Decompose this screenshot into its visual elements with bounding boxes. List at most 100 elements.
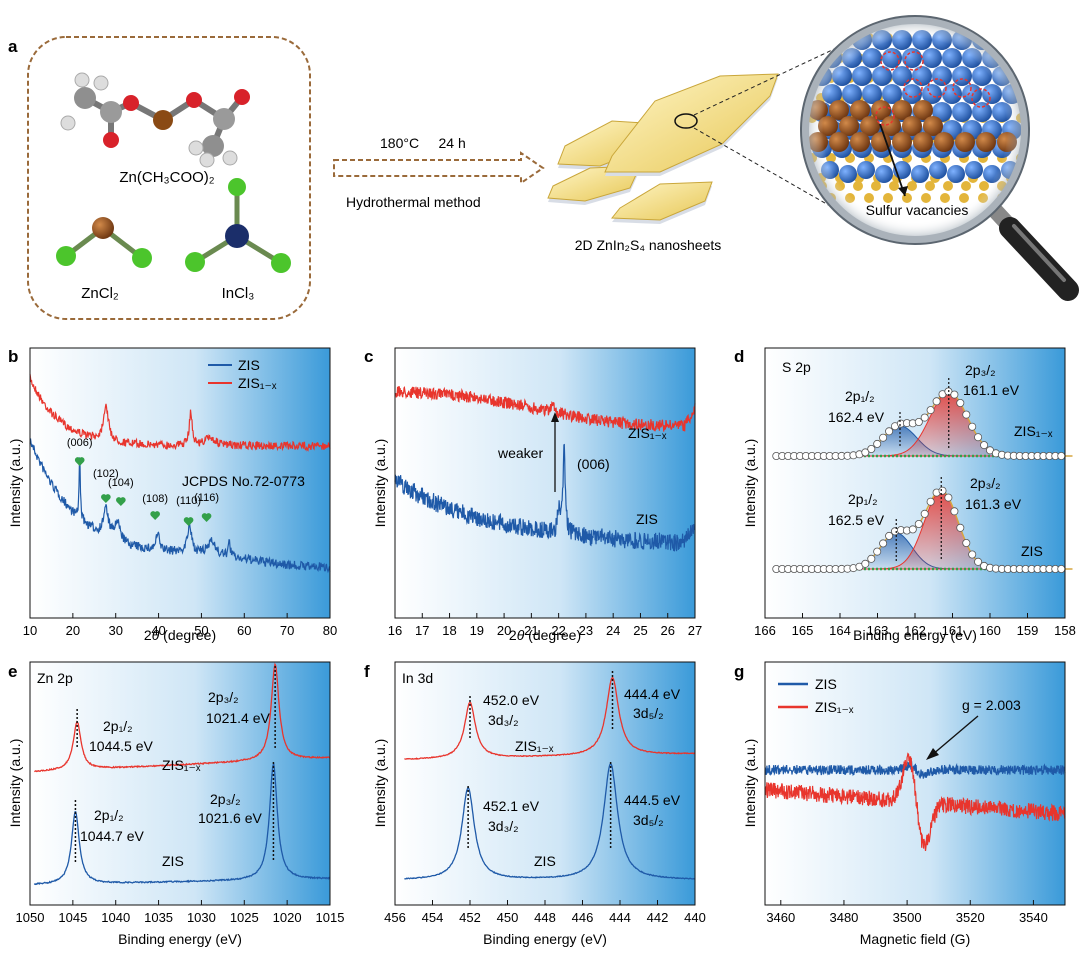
zis-epr-line (764, 759, 1066, 779)
panel-e-top-p32: 2p₃/₂ (208, 689, 239, 705)
zis1x-epr-line (764, 752, 1066, 851)
tick-label: 19 (470, 623, 484, 638)
panel-f-xlabel: Binding energy (eV) (483, 931, 607, 947)
s2p-data-point (873, 547, 882, 556)
conditions-label: 180°C 24 h (380, 135, 466, 151)
panel-f-top-b-ev: 444.4 eV (624, 686, 681, 702)
vacancy-arrow (879, 123, 906, 197)
panel-b-letter: b (8, 347, 18, 366)
tick-label: 18 (442, 623, 456, 638)
panel-e-bot-label: ZIS (162, 853, 184, 869)
tick-label: 162 (904, 623, 926, 638)
panel-c-peak-label: (006) (577, 456, 610, 472)
panel-f-title: In 3d (402, 670, 433, 686)
panel-e-ticks: 1050 1045 1040 1035 1030 1025 1020 1015 (16, 900, 345, 925)
tick-label: 1020 (273, 910, 302, 925)
panel-e-bot-p32: 2p₃/₂ (210, 791, 241, 807)
panel-e-top-p12-ev: 1044.5 eV (89, 738, 153, 754)
panel-e-top-p12: 2p₁/₂ (103, 718, 133, 734)
panel-f-bot-a-orb: 3d₃/₂ (488, 818, 519, 834)
s2p-data-point (980, 441, 989, 450)
tick-label: 3540 (1019, 910, 1048, 925)
panel-c-zis1x-label: ZIS₁₋ₓ (628, 425, 667, 441)
tick-label: 160 (979, 623, 1001, 638)
zis1x-xrd-zoom-line (394, 386, 696, 432)
panel-e-bot-p12: 2p₁/₂ (94, 807, 124, 823)
indium-atom (812, 30, 832, 50)
tick-label: 1015 (316, 910, 345, 925)
panel-c-ticks: 16 17 18 19 20 21 22 23 24 25 26 27 (388, 613, 702, 638)
tick-label: 30 (108, 623, 122, 638)
peak-marker (150, 511, 160, 520)
tick-label: 1030 (187, 910, 216, 925)
tick-label: 1050 (16, 910, 45, 925)
panel-d-bot-p12: 2p₁/₂ (848, 491, 878, 507)
peak-marker (201, 513, 212, 522)
peak-index-label: (006) (67, 437, 93, 449)
tick-label: 161 (942, 623, 964, 638)
tick-label: 60 (237, 623, 251, 638)
panel-d-curves (772, 378, 1073, 574)
panel-f-plot (395, 662, 695, 905)
panel-f-bot-b-ev: 444.5 eV (624, 792, 681, 808)
s2p-data-point (914, 417, 923, 426)
s2p-data-point (1057, 565, 1066, 574)
tick-label: 3520 (956, 910, 985, 925)
tick-label: 16 (388, 623, 402, 638)
s2p-data-point (908, 525, 917, 534)
panel-f-bot-a-ev: 452.1 eV (483, 798, 540, 814)
panel-d-top-label: ZIS₁₋ₓ (1014, 423, 1053, 439)
tick-label: 442 (647, 910, 669, 925)
s2p-data-point (938, 486, 947, 495)
legend-zis1x: ZIS₁₋ₓ (238, 375, 277, 391)
panel-e-bot-p12-ev: 1044.7 eV (80, 828, 144, 844)
panel-f-peak-markers (467, 671, 614, 850)
s2p-data-point (950, 507, 959, 516)
tick-label: 40 (151, 623, 165, 638)
panel-f-letter: f (364, 662, 370, 681)
tick-label: 440 (684, 910, 706, 925)
product-label: 2D ZnIn₂S₄ nanosheets (575, 237, 722, 253)
sulfur-atom (1025, 173, 1035, 183)
panel-g-xlabel: Magnetic field (G) (860, 931, 970, 947)
peak-marker (74, 457, 85, 466)
panel-f-bot-label: ZIS (534, 853, 556, 869)
s2p-data-point (885, 531, 894, 540)
panel-g-letter: g (734, 662, 744, 681)
panel-e-frame (29, 661, 331, 906)
s2p-data-point (962, 410, 971, 419)
panel-d-top-p32-ev: 161.1 eV (963, 382, 1020, 398)
zncl2-molecule (56, 217, 152, 268)
panel-d-bot-label: ZIS (1021, 543, 1043, 559)
panel-f: f 456 454 452 450 448 446 444 442 440 In 3d 452.… (364, 661, 706, 947)
panel-f-bot-b-orb: 3d₅/₂ (633, 812, 664, 828)
panel-d-plot (765, 348, 1065, 618)
magnifier-lens (800, 15, 1035, 245)
panel-b: b 10 20 30 40 50 60 70 80 ZIS ZIS₁₋ₓ JCPDS No.7… (7, 347, 337, 643)
s2p-data-point (914, 520, 923, 529)
legend-g-zis1x: ZIS₁₋ₓ (815, 699, 854, 715)
s2p-data-point (974, 557, 983, 566)
panel-d-top-p12: 2p₁/₂ (845, 388, 875, 404)
panel-d-title: S 2p (782, 359, 811, 375)
tick-label: 10 (23, 623, 37, 638)
panel-g-ylabel: Intensity (a.u.) (742, 739, 758, 828)
s2p-data-point (926, 406, 935, 415)
s2p-data-point (1057, 451, 1066, 460)
weaker-label: weaker (497, 445, 543, 461)
jcpds-label: JCPDS No.72-0773 (182, 473, 305, 489)
panel-d-bot-p32-ev: 161.3 eV (965, 496, 1022, 512)
panel-b-xlabel: 2θ (degree) (144, 627, 216, 643)
panel-f-top-b-orb: 3d₅/₂ (633, 705, 664, 721)
zncl2-label: ZnCl₂ (81, 285, 119, 302)
sulfur-atom (1016, 193, 1023, 203)
tick-label: 20 (66, 623, 80, 638)
tick-label: 21 (524, 623, 538, 638)
s2p-data-point (885, 427, 894, 436)
panel-d-ticks: 166 165 164 163 162 161 160 159 158 (754, 613, 1076, 638)
tick-label: 448 (534, 910, 556, 925)
panel-e-peak-markers (74, 666, 276, 862)
sulfur-atom (1025, 93, 1035, 103)
s2p-data-point (861, 559, 870, 568)
panel-e-xlabel: Binding energy (eV) (118, 931, 242, 947)
